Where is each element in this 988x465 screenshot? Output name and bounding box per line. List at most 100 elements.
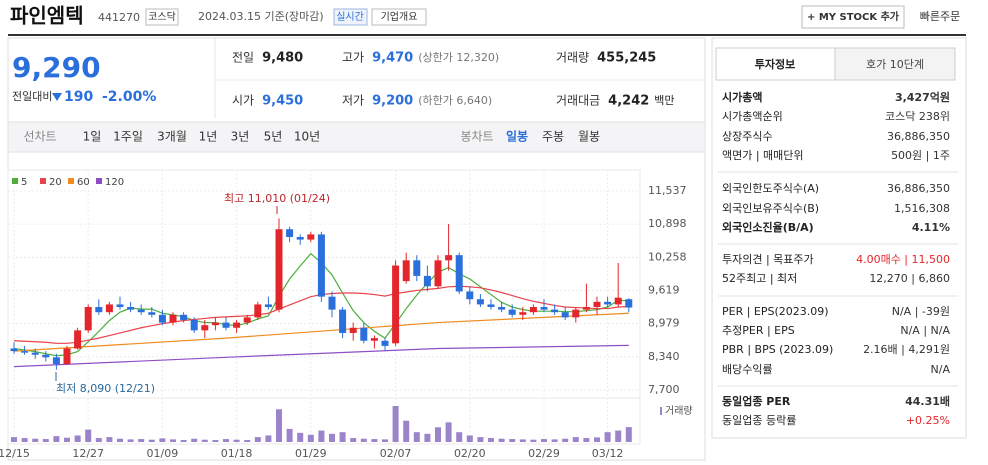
volume-bar <box>95 438 102 442</box>
candle-body <box>105 304 113 313</box>
volume-bar <box>201 439 208 442</box>
x-tick-label: 01/29 <box>295 447 327 460</box>
candle-body <box>551 309 559 313</box>
volume-bar <box>382 439 388 442</box>
volume-bar <box>53 436 60 442</box>
candle-body <box>381 340 389 346</box>
candle-body <box>572 309 580 318</box>
candle-tab[interactable]: 일봉 <box>506 130 528 144</box>
info-label: 상장주식수 <box>722 130 773 143</box>
info-value: 12,270 | 6,860 <box>869 272 950 285</box>
volume-bar <box>604 432 611 442</box>
volume-bar <box>127 439 134 442</box>
candle-body <box>604 301 612 305</box>
candle-body <box>349 327 357 333</box>
candle-body <box>360 327 368 341</box>
volume-bar <box>244 440 251 442</box>
quote-label: 거래대금 <box>556 94 600 108</box>
info-label: 배당수익률 <box>722 363 773 376</box>
candle-tab: 봉차트 <box>460 130 493 144</box>
period-tab[interactable]: 10년 <box>294 130 320 144</box>
volume-bar <box>223 439 229 442</box>
y-tick-label: 7,700 <box>648 383 680 396</box>
candle-body <box>476 299 484 305</box>
change-rate: -2.00% <box>102 89 156 105</box>
legend-swatch <box>40 178 46 184</box>
quote-label: 시가 <box>232 94 254 108</box>
overview-button[interactable] <box>371 8 427 26</box>
candle-tab[interactable]: 주봉 <box>542 130 564 144</box>
candle-body <box>413 260 421 276</box>
side-tab[interactable] <box>834 47 956 81</box>
mystock[interactable]: + MY STOCK 추가 <box>807 10 900 23</box>
legend-swatch <box>68 178 74 184</box>
volume-bar <box>117 438 123 442</box>
volume-bar <box>276 409 282 442</box>
candle-body <box>74 330 82 349</box>
candle-body <box>423 275 431 287</box>
candle-body <box>328 296 336 310</box>
period-tab[interactable]: 3년 <box>231 130 250 144</box>
candle-body <box>614 297 622 305</box>
volume-bar <box>286 428 293 442</box>
candle-body <box>31 352 39 355</box>
date: 2024.03.15 기준(장마감) <box>198 10 324 23</box>
candle-body <box>519 312 527 315</box>
quote-label: 전일 <box>232 51 254 65</box>
x-tick-label: 02/29 <box>528 447 560 460</box>
volume-bar <box>488 438 494 442</box>
candle-body <box>540 307 548 310</box>
quote-label: 고가 <box>342 51 364 65</box>
info-label: 추정PER | EPS <box>722 324 795 337</box>
candle-body <box>275 229 283 310</box>
candle-body <box>63 348 71 365</box>
candle-body <box>402 260 410 282</box>
quick-order[interactable]: 빠른주문 <box>920 10 960 23</box>
period-tab[interactable]: 1주일 <box>113 130 143 144</box>
candle-body <box>593 301 601 308</box>
candle-body <box>211 322 219 326</box>
volume-bar <box>498 438 505 442</box>
quote-unit: 백만 <box>654 94 674 107</box>
volume-bar <box>572 437 579 442</box>
realtime[interactable]: 실시간 <box>336 11 364 23</box>
x-tick-label: 02/20 <box>454 447 486 460</box>
volume-bar <box>21 438 28 442</box>
quote-value: 9,200 <box>372 94 413 109</box>
volume-bar <box>180 440 187 442</box>
candle-body <box>21 351 29 353</box>
side-tab[interactable] <box>715 47 836 81</box>
side-tab-label[interactable]: 투자정보 <box>755 57 795 71</box>
period-tab: 선차트 <box>23 130 56 144</box>
legend-swatch <box>96 178 102 184</box>
low-annotation: 최저 8,090 (12/21) <box>56 382 155 395</box>
period-tab[interactable]: 1일 <box>83 130 102 144</box>
quote-label: 저가 <box>342 94 364 108</box>
info-value: 44.31배 <box>905 394 950 408</box>
info-label: PER | EPS(2023.09) <box>722 305 829 318</box>
price: 9,290 <box>12 51 101 84</box>
period-tab[interactable]: 3개월 <box>157 130 187 144</box>
ma-line <box>13 344 629 368</box>
x-tick-label: 12/15 <box>0 447 30 460</box>
volume-bar <box>148 439 155 442</box>
period-tab[interactable]: 1년 <box>199 130 218 144</box>
volume-bar <box>413 432 420 442</box>
period-tab[interactable]: 5년 <box>264 130 283 144</box>
candle-body <box>508 309 516 315</box>
overview[interactable]: 기업개요 <box>381 10 418 23</box>
realtime-tag[interactable] <box>333 8 368 26</box>
candle-body <box>307 234 315 240</box>
info-label: 투자의견 | 목표주가 <box>722 253 814 266</box>
y-tick-label: 10,258 <box>648 250 687 263</box>
legend-label: 20 <box>49 177 62 188</box>
candle-body <box>84 307 92 331</box>
side-tab-label[interactable]: 호가 10단계 <box>866 58 924 71</box>
volume-bar <box>233 439 240 442</box>
info-value: 36,886,350 <box>887 182 950 195</box>
info-label: 외국인한도주식수(A) <box>722 182 819 195</box>
candle-body <box>434 260 442 287</box>
mystock-button[interactable] <box>801 5 905 29</box>
candle-tab[interactable]: 월봉 <box>578 130 600 144</box>
